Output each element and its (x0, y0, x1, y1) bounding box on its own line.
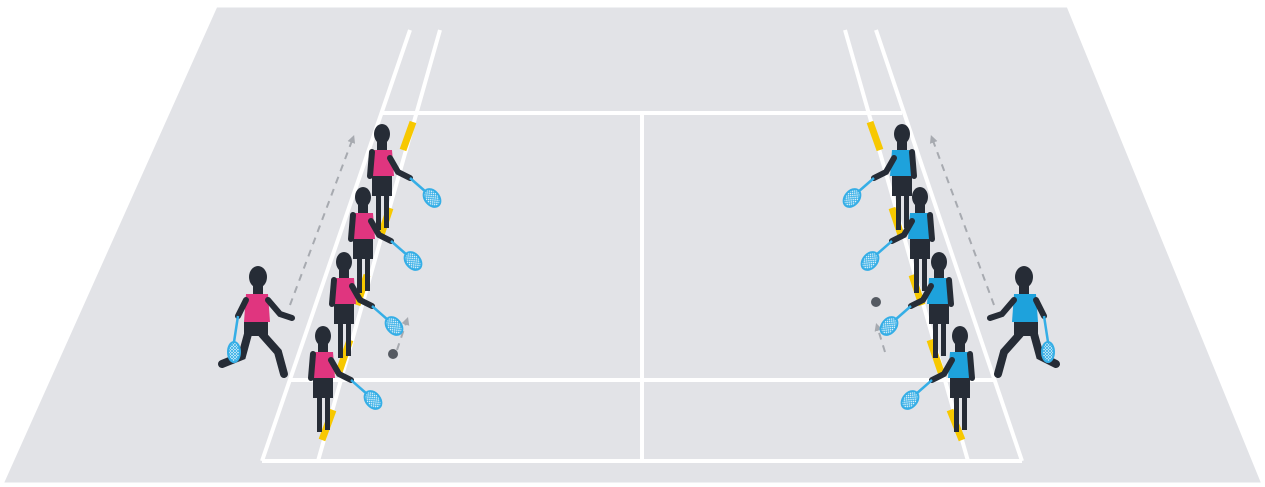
floor-marker-icon (866, 120, 884, 152)
movement-arrows (289, 135, 995, 353)
court-lines (260, 29, 1024, 463)
dashed-arrow-icon (874, 322, 886, 353)
floor-marker-icon (399, 120, 417, 152)
shuttlecock-left (388, 349, 398, 359)
dashed-arrow-icon (396, 316, 410, 351)
court-floor (0, 4, 1265, 486)
shuttlecock-right (871, 297, 881, 307)
shuttlecock-icon (388, 349, 398, 359)
shuttlecock-icon (871, 297, 881, 307)
dashed-arrow-icon (289, 135, 356, 306)
dashed-arrow-icon (929, 135, 995, 306)
